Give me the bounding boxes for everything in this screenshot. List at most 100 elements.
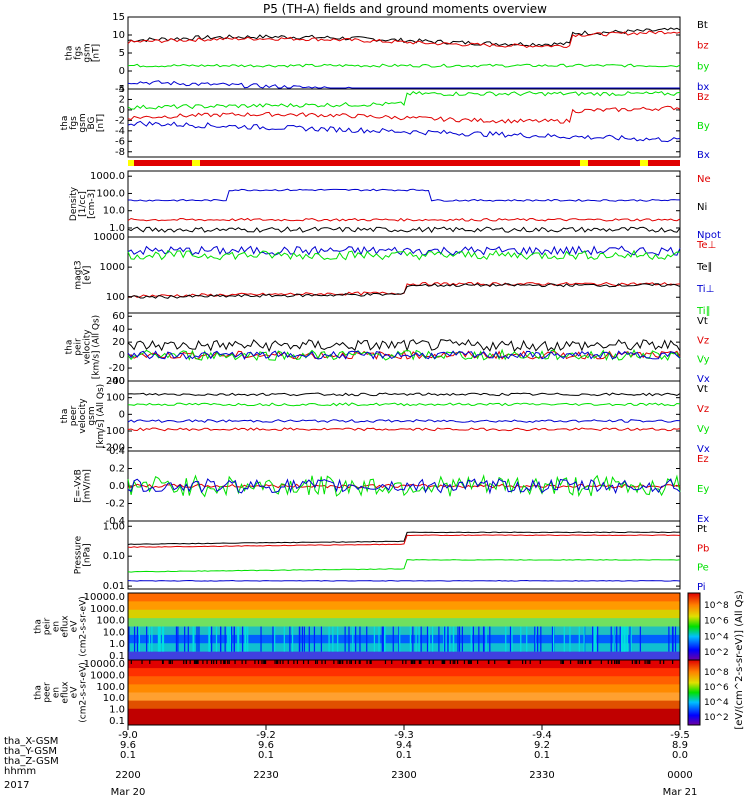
series-line-Ti⊥ [127, 245, 681, 256]
spectrogram-streak [358, 660, 360, 664]
ephemeris-value: -9.0 [118, 730, 138, 741]
ephemeris-value: 9.6 [120, 740, 136, 751]
spectrogram-streak [594, 626, 596, 652]
spectrogram-streak [442, 660, 444, 664]
y-tick-label: -6 [115, 136, 125, 147]
spectrogram-streak [197, 660, 199, 664]
spectrogram-streak [426, 626, 429, 652]
y-axis-label: Density [69, 186, 79, 221]
spectrogram-streak [534, 626, 536, 652]
y-axis-label: E=-VxB [74, 469, 84, 503]
panel-frame [127, 380, 681, 452]
series-line-Ti∥ [127, 249, 681, 261]
y-tick-label: 5 [119, 48, 125, 59]
y-axis-label: magt3 [74, 260, 84, 289]
spectrogram-streak [315, 660, 317, 664]
legend-Bx: Bx [697, 150, 710, 161]
spectrogram-streak [283, 626, 285, 652]
spectrogram-streak [636, 660, 638, 664]
spectrogram-band [128, 708, 680, 718]
y-axis-label: tha [60, 116, 70, 131]
spectrogram-streak [592, 626, 594, 652]
panel-frame [127, 312, 681, 382]
y-tick-label: 40 [112, 324, 125, 335]
colorbar-tick: 10^6 [704, 617, 729, 627]
y-tick-label: 0.2 [109, 464, 125, 475]
spectrogram-streak [452, 660, 454, 664]
y-tick-label: 0.1 [109, 716, 125, 727]
spectrogram-band [128, 668, 680, 677]
y-tick-label: 10.0 [103, 693, 125, 704]
spectrogram-streak [469, 660, 471, 664]
spectrogram-streak [274, 626, 276, 652]
series-line-Pi [127, 579, 681, 582]
spectrogram-streak [534, 626, 537, 652]
legend-Vz: Vz [697, 404, 709, 415]
spectrogram-streak [595, 626, 597, 652]
spectrogram-streak [428, 660, 430, 664]
panel-label-electron-spectrogram: tha peer en eflux eV (cm2-s-sr-eV) [34, 662, 89, 722]
y-axis-label: eV [70, 620, 80, 633]
spectrogram-streak [313, 626, 316, 652]
spectrogram-streak [581, 660, 583, 664]
series-line-Bx [127, 120, 681, 143]
colorbar-tick: 10^2 [704, 648, 729, 658]
ephemeris-value: 0.1 [120, 750, 136, 761]
spectrogram-streak [159, 626, 161, 652]
ephemeris-value: 0.1 [396, 750, 412, 761]
ephemeris-value: Mar 20 [111, 787, 146, 798]
panel-frame [127, 16, 681, 90]
spectrogram-streak [130, 660, 132, 664]
y-tick-label: 100.0 [96, 616, 125, 627]
spectrogram-streak [245, 626, 247, 652]
spectrogram-streak [610, 626, 612, 652]
y-tick-label: 10000.0 [84, 659, 125, 670]
spectrogram-streak [560, 660, 562, 664]
spectrogram-streak [224, 660, 226, 664]
spectrogram-band [128, 634, 680, 644]
y-tick-label: 0.0 [109, 481, 125, 492]
spectrogram-streak [128, 626, 130, 652]
series-line-Ex [127, 478, 681, 495]
spectrogram-streak [526, 626, 528, 652]
spectrogram-streak [220, 626, 222, 652]
ephemeris-value: 0.0 [672, 750, 688, 761]
y-tick-label: 10 [112, 30, 125, 41]
spectrogram-streak [162, 626, 165, 652]
spectrogram-streak [333, 660, 335, 664]
panel-label-efield: E=-VxB [mV/m] [74, 469, 93, 503]
y-tick-label: -0.4 [105, 516, 125, 527]
legend-Ex: Ex [697, 514, 709, 525]
spectrogram-streak [562, 660, 564, 664]
spectrogram-streak [229, 626, 232, 652]
legend-Bt: Bt [697, 20, 708, 31]
legend-Bz: Bz [697, 92, 709, 103]
colorbar-tick: 10^6 [704, 683, 729, 693]
spectrogram-streak [409, 626, 411, 652]
spectrogram-streak [613, 626, 615, 652]
spectrogram-streak [237, 626, 239, 652]
spectrogram-streak [447, 626, 449, 652]
spectrogram-streak [332, 626, 334, 652]
panel-label-ion-velocity: tha peer velocity gsm [km/s] (All Qs) [60, 384, 106, 448]
spectrogram-streak [638, 660, 641, 664]
spectrogram-band [128, 651, 680, 661]
spectrogram-streak [620, 626, 623, 652]
spectrogram-streak [607, 660, 609, 664]
y-axis-label: [km/s] (All Qs) [96, 384, 106, 448]
spectrogram-streak [443, 626, 445, 652]
status-bar [128, 160, 680, 166]
y-axis-label: [1/cc] [78, 191, 88, 217]
spectrogram-streak [569, 626, 571, 652]
spectrogram-streak [338, 660, 341, 664]
spectrogram-band [128, 593, 680, 602]
spectrogram-streak [391, 660, 393, 664]
y-tick-label: 20 [112, 337, 125, 348]
spectrogram-streak [461, 626, 463, 652]
series-line-Bt [127, 27, 681, 47]
spectrogram-streak [177, 626, 179, 652]
spectrogram-band [128, 626, 680, 636]
spectrogram-streak [456, 660, 459, 664]
colorbar-tick: 10^8 [704, 668, 729, 678]
spectrogram-streak [617, 660, 619, 664]
